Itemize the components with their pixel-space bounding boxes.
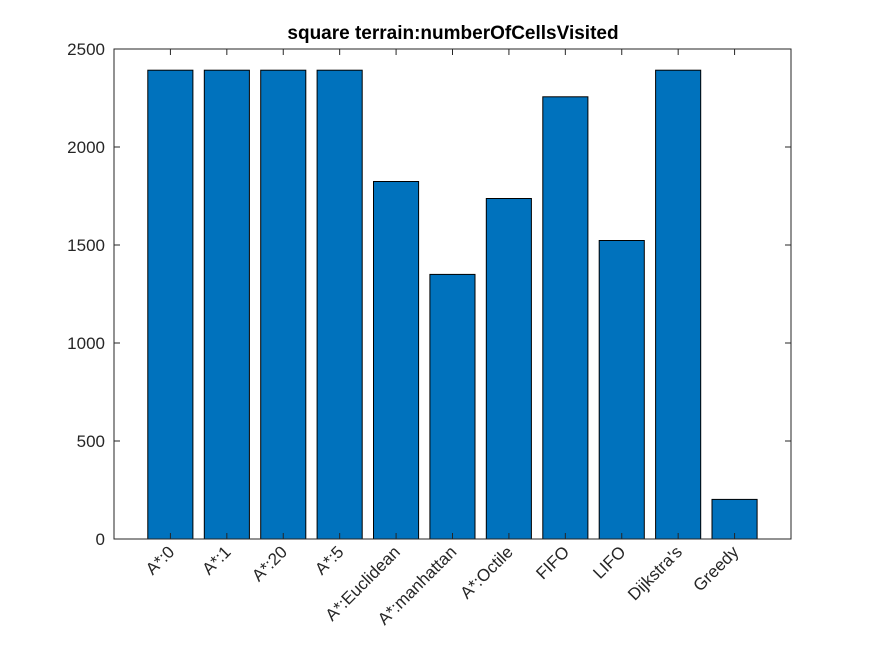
- x-tick-label: FIFO: [532, 542, 573, 583]
- x-tick-label: A*:1: [198, 542, 234, 578]
- bars-layer: [147, 69, 758, 540]
- bar-a-20: [260, 69, 307, 540]
- x-tick-label: Greedy: [690, 542, 743, 595]
- x-tick-label: A*:5: [311, 542, 347, 578]
- bar-a-0: [147, 69, 194, 540]
- y-tick-label: 2000: [67, 138, 105, 157]
- x-tick-label: LIFO: [589, 542, 629, 582]
- bar-a-5: [316, 69, 363, 540]
- x-tick-label: A*:0: [142, 542, 178, 578]
- bar-fifo: [542, 96, 589, 540]
- y-tick-label: 2500: [67, 40, 105, 59]
- y-tick-label: 0: [96, 530, 105, 549]
- y-axis-ticks: 0 500 1000 1500 2000 2500: [67, 40, 791, 549]
- x-tick-label: A*:20: [248, 542, 291, 585]
- y-tick-label: 1000: [67, 334, 105, 353]
- chart-title: square terrain:numberOfCellsVisited: [287, 23, 618, 44]
- x-tick-label: Dijkstra's: [624, 542, 686, 604]
- bar-a-octile: [485, 198, 532, 540]
- y-tick-label: 1500: [67, 236, 105, 255]
- x-tick-label: A*:Octile: [457, 542, 517, 602]
- bar-a-manhattan: [429, 273, 476, 540]
- bar-a-euclidean: [373, 181, 420, 540]
- y-tick-label: 500: [77, 432, 105, 451]
- bar-dijkstra-s: [655, 69, 702, 540]
- bar-a-1: [203, 69, 250, 540]
- bar-lifo: [598, 240, 645, 540]
